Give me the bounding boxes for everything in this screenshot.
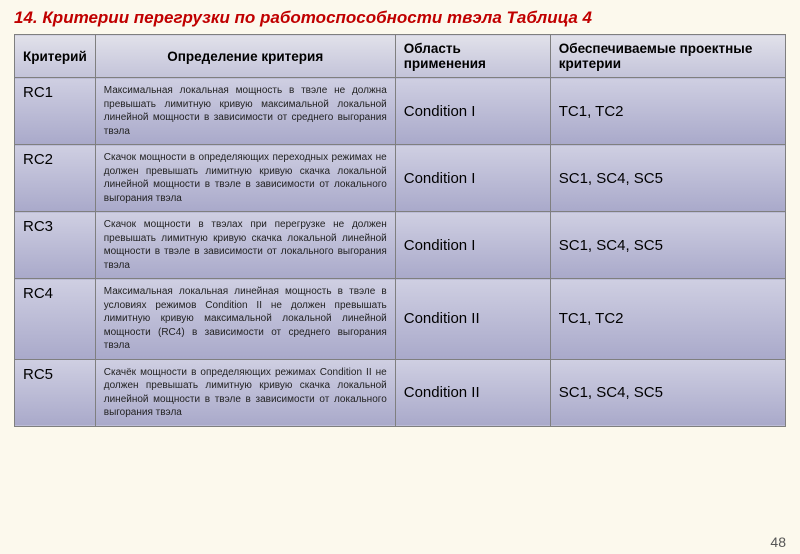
cell-cond: Condition I	[395, 145, 550, 212]
header-definition: Определение критерия	[95, 35, 395, 78]
table-row: RC2 Скачок мощности в определяющих перех…	[15, 145, 786, 212]
cell-rc: RC2	[15, 145, 96, 212]
cell-rc: RC5	[15, 359, 96, 426]
cell-crit: TC1, TC2	[550, 279, 785, 360]
header-criterion: Критерий	[15, 35, 96, 78]
cell-crit: SC1, SC4, SC5	[550, 145, 785, 212]
page-number: 48	[770, 534, 786, 550]
header-project: Обеспечиваемые проектные критерии	[550, 35, 785, 78]
cell-def: Скачок мощности в твэлах при перегрузке …	[95, 212, 395, 279]
cell-cond: Condition II	[395, 359, 550, 426]
cell-def: Максимальная локальная мощность в твэле …	[95, 78, 395, 145]
page-title: 14. Критерии перегрузки по работоспособн…	[0, 0, 800, 34]
cell-cond: Condition I	[395, 212, 550, 279]
cell-rc: RC4	[15, 279, 96, 360]
cell-def: Скачок мощности в определяющих переходны…	[95, 145, 395, 212]
criteria-table: Критерий Определение критерия Область пр…	[14, 34, 786, 427]
table-row: RC3 Скачок мощности в твэлах при перегру…	[15, 212, 786, 279]
cell-def: Скачёк мощности в определяющих режимах C…	[95, 359, 395, 426]
cell-crit: TC1, TC2	[550, 78, 785, 145]
cell-def: Максимальная локальная линейная мощность…	[95, 279, 395, 360]
cell-crit: SC1, SC4, SC5	[550, 359, 785, 426]
table-header-row: Критерий Определение критерия Область пр…	[15, 35, 786, 78]
table-row: RC1 Максимальная локальная мощность в тв…	[15, 78, 786, 145]
table-row: RC5 Скачёк мощности в определяющих режим…	[15, 359, 786, 426]
cell-crit: SC1, SC4, SC5	[550, 212, 785, 279]
cell-cond: Condition I	[395, 78, 550, 145]
cell-cond: Condition II	[395, 279, 550, 360]
header-application: Область применения	[395, 35, 550, 78]
table-row: RC4 Максимальная локальная линейная мощн…	[15, 279, 786, 360]
cell-rc: RC3	[15, 212, 96, 279]
cell-rc: RC1	[15, 78, 96, 145]
